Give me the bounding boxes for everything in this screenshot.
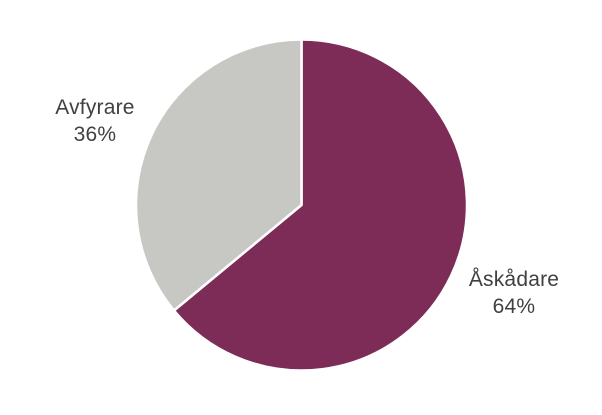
- slice-label-askadare-name: Åskådare: [468, 268, 560, 291]
- slice-label-avfyrare-name: Avfyrare: [55, 96, 135, 119]
- slice-label-avfyrare: Avfyrare 36%: [25, 94, 165, 148]
- slice-label-askadare: Åskådare 64%: [441, 266, 587, 320]
- slice-label-avfyrare-value: 36%: [73, 123, 117, 146]
- pie-slice-askadare: [172, 38, 469, 372]
- pie-slice-avfyrare: [134, 38, 303, 312]
- slice-label-askadare-value: 64%: [492, 295, 536, 318]
